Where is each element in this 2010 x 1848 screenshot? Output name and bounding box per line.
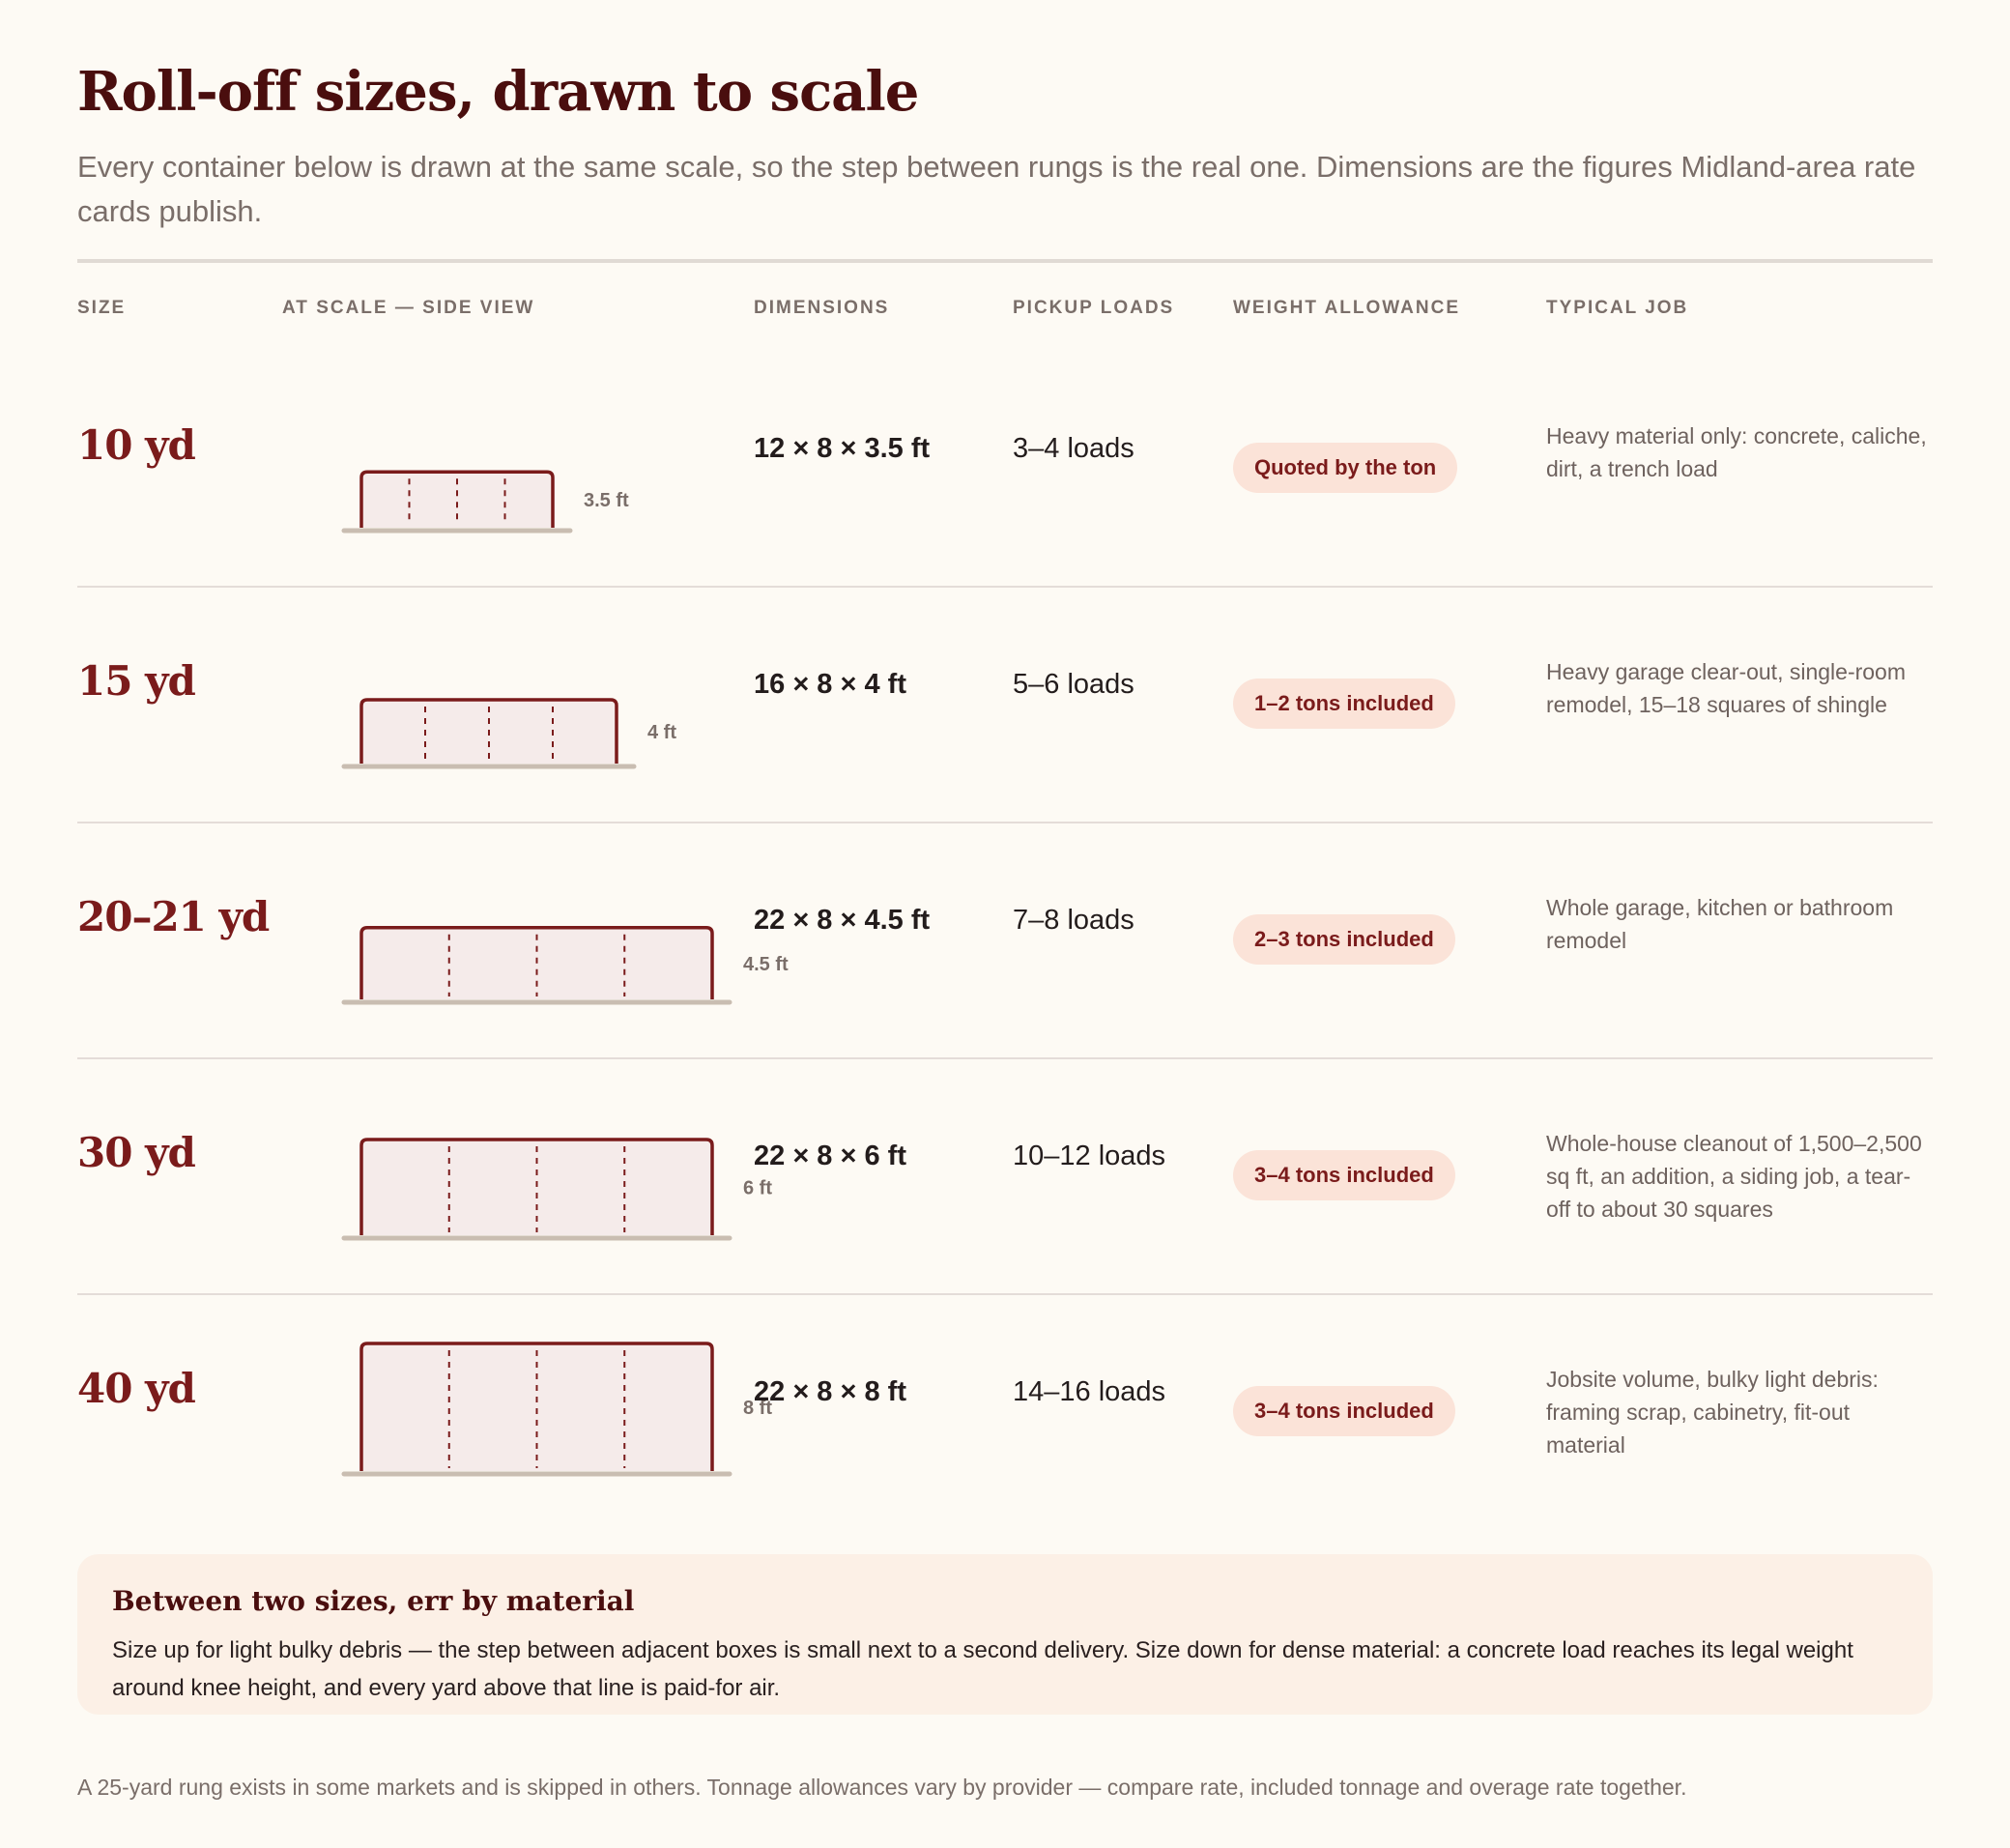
typical-job-text: Heavy material only: concrete, caliche, …	[1546, 423, 1927, 481]
size-label: 40 yd	[77, 1365, 196, 1412]
callout-title: Between two sizes, err by material	[112, 1585, 635, 1617]
table-row: 40 yd 8 ft 22 × 8 × 8 ft 14–16 loads 3–4…	[77, 1295, 1933, 1531]
row-divider	[77, 1057, 1933, 1059]
pickup-loads-value: 14–16 loads	[1013, 1376, 1166, 1407]
footnote: A 25-yard rung exists in some markets an…	[77, 1775, 1687, 1800]
header-divider	[77, 259, 1933, 263]
column-header-weight-allowance: WEIGHT ALLOWANCE	[1233, 298, 1460, 318]
table-row: 10 yd 3.5 ft 12 × 8 × 3.5 ft 3–4 loads Q…	[77, 352, 1933, 588]
advice-callout: Between two sizes, err by material Size …	[77, 1554, 1933, 1715]
height-label: 6 ft	[743, 1178, 772, 1199]
typical-job-text: Whole-house cleanout of 1,500–2,500 sq f…	[1546, 1131, 1922, 1222]
weight-allowance-badge: Quoted by the ton	[1233, 443, 1458, 493]
page-title: Roll-off sizes, drawn to scale	[77, 60, 919, 124]
table-row: 20–21 yd 4.5 ft 22 × 8 × 4.5 ft 7–8 load…	[77, 823, 1933, 1059]
page-subtitle: Every container below is drawn at the sa…	[77, 150, 1916, 228]
size-label: 15 yd	[77, 657, 196, 705]
container-side-view: 3.5 ft	[341, 470, 629, 534]
container-side-view: 6 ft	[341, 1138, 772, 1241]
height-label: 3.5 ft	[584, 490, 629, 511]
column-header-pickup-loads: PICKUP LOADS	[1013, 298, 1175, 318]
callout-body: Size up for light bulky debris — the ste…	[112, 1637, 1853, 1701]
height-label: 4.5 ft	[743, 954, 789, 975]
size-label: 10 yd	[77, 421, 196, 469]
container-side-view: 8 ft	[341, 1342, 772, 1477]
dimensions-value: 16 × 8 × 4 ft	[754, 669, 906, 700]
pickup-loads-value: 5–6 loads	[1013, 669, 1134, 700]
column-header-at-scale: AT SCALE — SIDE VIEW	[282, 298, 535, 318]
dimensions-value: 22 × 8 × 8 ft	[754, 1376, 906, 1407]
pickup-loads-value: 10–12 loads	[1013, 1141, 1166, 1171]
size-label: 20–21 yd	[77, 893, 270, 940]
weight-allowance-badge: 3–4 tons included	[1233, 1150, 1455, 1200]
weight-allowance-badge: 1–2 tons included	[1233, 679, 1455, 729]
column-header-typical-job: TYPICAL JOB	[1546, 298, 1689, 318]
size-label: 30 yd	[77, 1129, 196, 1176]
table-row: 15 yd 4 ft 16 × 8 × 4 ft 5–6 loads 1–2 t…	[77, 588, 1933, 823]
column-header-dimensions: DIMENSIONS	[754, 298, 890, 318]
typical-job-text: Jobsite volume, bulky light debris: fram…	[1546, 1367, 1879, 1458]
dimensions-value: 12 × 8 × 3.5 ft	[754, 433, 931, 464]
pickup-loads-value: 7–8 loads	[1013, 905, 1134, 936]
row-divider	[77, 1293, 1933, 1295]
row-divider	[77, 586, 1933, 588]
weight-allowance-badge: 2–3 tons included	[1233, 914, 1455, 965]
typical-job-text: Whole garage, kitchen or bathroom remode…	[1546, 895, 1894, 953]
height-label: 4 ft	[647, 722, 676, 743]
column-header-size: SIZE	[77, 298, 127, 318]
dimensions-value: 22 × 8 × 4.5 ft	[754, 905, 931, 936]
row-divider	[77, 822, 1933, 823]
typical-job-text: Heavy garage clear-out, single-room remo…	[1546, 659, 1907, 717]
container-side-view: 4.5 ft	[341, 926, 789, 1005]
height-label: 8 ft	[743, 1398, 772, 1419]
pickup-loads-value: 3–4 loads	[1013, 433, 1134, 464]
weight-allowance-badge: 3–4 tons included	[1233, 1386, 1455, 1436]
table-row: 30 yd 6 ft 22 × 8 × 6 ft 10–12 loads 3–4…	[77, 1059, 1933, 1295]
container-side-view: 4 ft	[341, 698, 676, 769]
dimensions-value: 22 × 8 × 6 ft	[754, 1141, 906, 1171]
